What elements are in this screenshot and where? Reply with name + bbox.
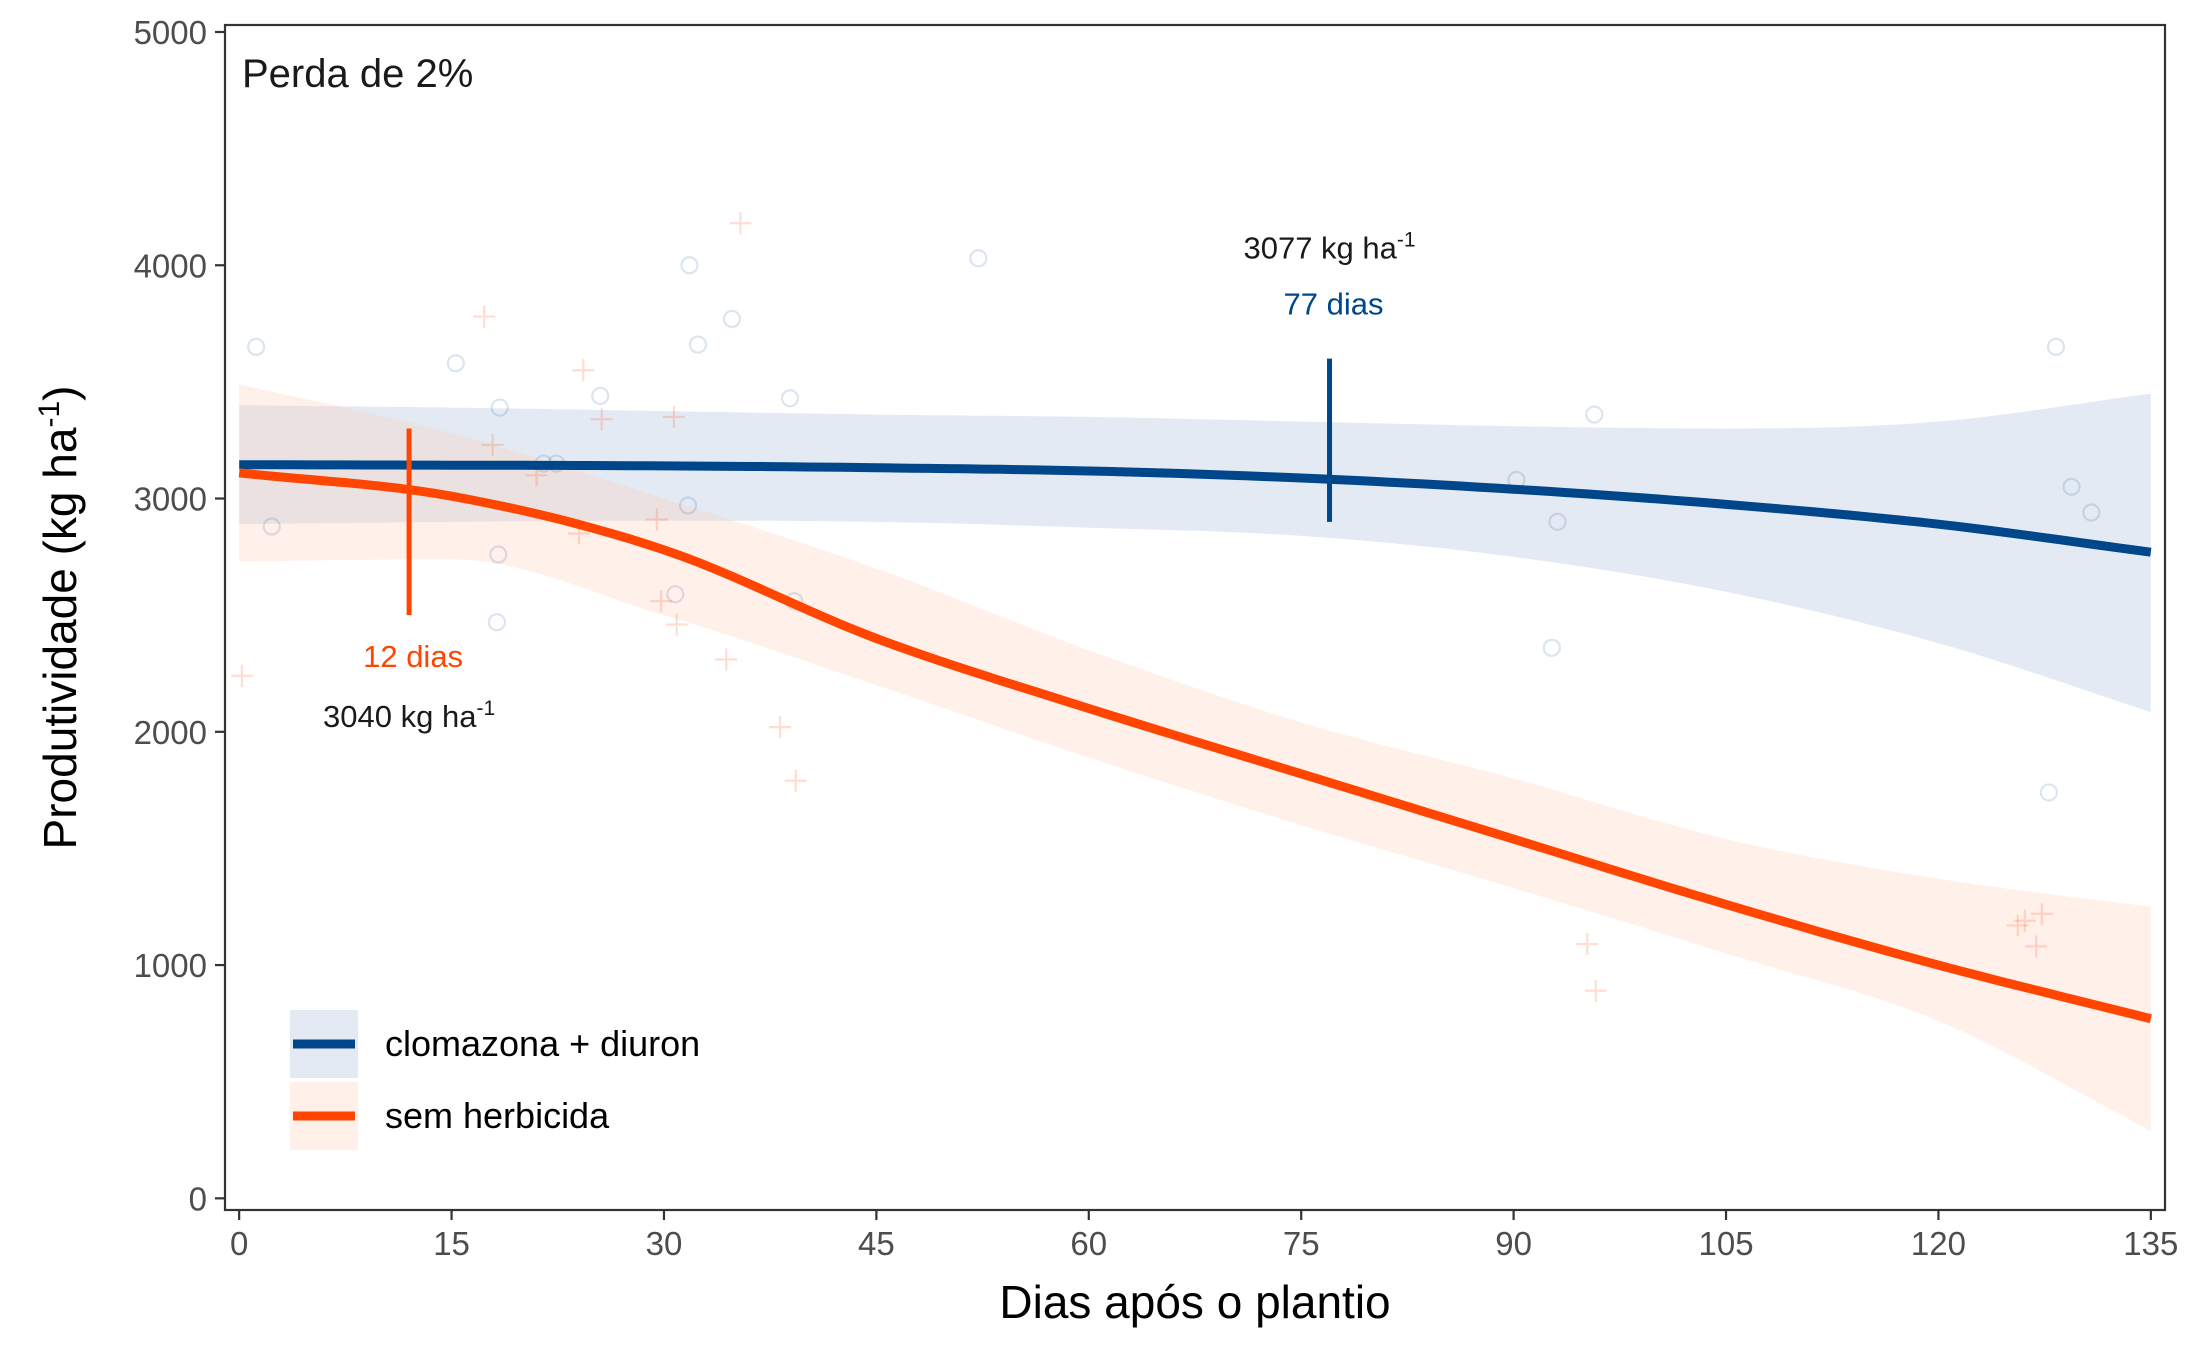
data-point xyxy=(969,249,988,268)
data-point xyxy=(481,433,504,456)
data-point xyxy=(2046,337,2066,357)
x-tick-label: 45 xyxy=(858,1225,895,1262)
y-tick-label: 3000 xyxy=(134,481,207,518)
data-point xyxy=(2039,783,2058,802)
data-point xyxy=(446,354,465,373)
x-tick-label: 75 xyxy=(1283,1225,1320,1262)
x-tick-label: 15 xyxy=(433,1225,470,1262)
x-tick-label: 0 xyxy=(230,1225,248,1262)
y-tick-label: 4000 xyxy=(134,247,207,284)
data-point xyxy=(2006,914,2029,937)
data-point xyxy=(487,613,506,632)
data-point xyxy=(729,212,752,235)
annotation-value-superscript: -1 xyxy=(1397,229,1416,252)
legend-item: clomazona + diuron xyxy=(290,1010,700,1078)
plot-area: 77 dias 3077 kg ha-1 12 dias 3040 kg ha-1 0 1… xyxy=(33,14,2178,1328)
data-point xyxy=(572,359,595,382)
panel-title: Perda de 2% xyxy=(242,52,473,96)
data-point xyxy=(662,405,685,428)
plot-background xyxy=(225,25,2165,1210)
confidence-band xyxy=(239,393,2151,712)
x-tick-label: 120 xyxy=(1911,1225,1966,1262)
data-point xyxy=(688,335,708,354)
data-point xyxy=(490,398,509,417)
legend-label: sem herbicida xyxy=(385,1095,610,1136)
y-axis-title-superscript: -1 xyxy=(33,401,66,428)
annotation-days: 12 dias xyxy=(363,639,463,674)
data-point xyxy=(645,508,668,531)
data-point xyxy=(680,256,699,275)
legend-label: clomazona + diuron xyxy=(385,1023,700,1064)
data-point xyxy=(2013,909,2036,932)
data-point xyxy=(1585,405,1604,424)
data-point xyxy=(2025,935,2048,958)
data-point xyxy=(1542,638,1561,657)
x-tick-label: 105 xyxy=(1698,1225,1753,1262)
data-point xyxy=(473,305,496,328)
data-point xyxy=(262,517,281,536)
series-line xyxy=(238,468,2152,1024)
annotation-value: 3040 kg ha-1 xyxy=(323,697,495,734)
y-tick-label: 5000 xyxy=(134,14,207,51)
data-point xyxy=(489,545,508,564)
plot-border xyxy=(223,23,2167,1212)
data-point xyxy=(722,309,742,329)
y-tick-label: 1000 xyxy=(134,947,207,984)
annotation-value: 3077 kg ha-1 xyxy=(1243,229,1415,266)
data-point xyxy=(1584,979,1607,1002)
y-axis-title: Produtividade (kg ha-1) xyxy=(33,386,86,850)
y-tick-label: 0 xyxy=(189,1180,207,1217)
data-point xyxy=(678,496,698,515)
x-tick-label: 90 xyxy=(1495,1225,1532,1262)
data-point xyxy=(769,716,792,739)
annotation-days: 77 dias xyxy=(1284,287,1384,322)
data-point xyxy=(591,386,610,405)
x-axis-title: Dias após o plantio xyxy=(999,1276,1390,1328)
data-point xyxy=(715,648,738,671)
data-point xyxy=(1576,933,1599,956)
data-point xyxy=(780,389,800,408)
data-point xyxy=(1548,512,1567,531)
data-point xyxy=(247,337,266,357)
data-point xyxy=(665,613,688,636)
data-point xyxy=(784,769,807,792)
legend-item: sem herbicida xyxy=(290,1082,610,1150)
y-axis-title-suffix: ) xyxy=(34,386,86,401)
data-point xyxy=(2082,503,2101,522)
x-tick-label: 135 xyxy=(2123,1225,2178,1262)
data-point xyxy=(2062,477,2081,496)
data-point xyxy=(666,585,685,604)
data-point xyxy=(230,664,253,687)
data-point xyxy=(2030,902,2053,925)
annotation-value-superscript: -1 xyxy=(476,697,495,720)
x-tick-label: 60 xyxy=(1070,1225,1107,1262)
y-tick-label: 2000 xyxy=(134,714,207,751)
series-line xyxy=(239,460,2152,557)
data-point xyxy=(590,408,613,431)
data-point xyxy=(650,590,673,613)
x-tick-label: 30 xyxy=(646,1225,683,1262)
